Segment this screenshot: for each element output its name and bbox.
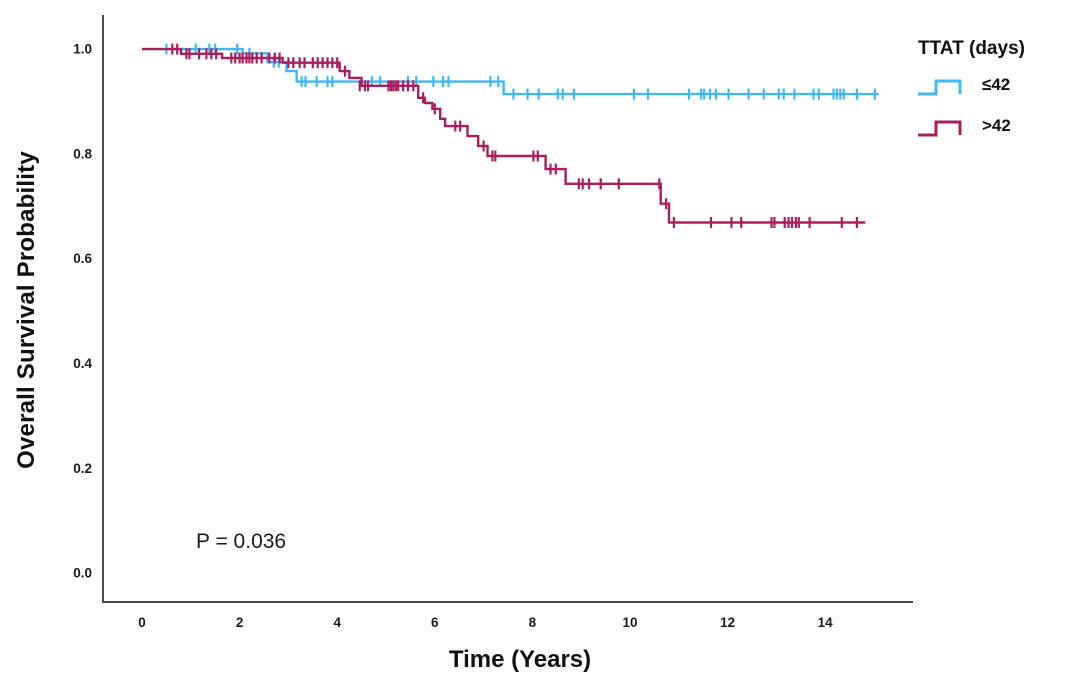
y-tick-label: 0.2 [73, 461, 92, 476]
y-tick-label: 0.0 [73, 566, 92, 581]
p-value-annotation: P = 0.036 [196, 530, 287, 553]
x-tick-label: 10 [622, 615, 637, 630]
survival-curve-gt42 [142, 47, 866, 224]
y-tick-label: 1.0 [73, 42, 92, 57]
x-tick-label: 0 [138, 615, 146, 630]
legend-title: TTAT (days) [918, 38, 1025, 59]
legend: TTAT (days) ≤42 >42 [916, 38, 1025, 154]
x-axis-title: Time (Years) [448, 646, 592, 673]
x-tick-label: 14 [818, 615, 834, 630]
censor-marks-le42 [165, 43, 877, 100]
legend-item-le42: ≤42 [916, 72, 1025, 98]
x-tick-label: 4 [333, 615, 341, 630]
x-tick-label: 8 [529, 615, 537, 630]
y-tick-label: 0.8 [73, 146, 92, 161]
x-tick-label: 2 [236, 615, 244, 630]
y-axis-title: Overall Survival Probability [13, 151, 40, 469]
x-tick-label: 6 [431, 615, 439, 630]
y-tick-label: 0.4 [73, 356, 92, 371]
axis-spines [102, 15, 913, 603]
y-tick-label: 0.6 [73, 251, 92, 266]
censor-marks-gt42 [171, 43, 859, 228]
legend-item-gt42: >42 [916, 113, 1025, 139]
legend-item-label: >42 [982, 116, 1011, 135]
legend-step-icon [918, 79, 962, 96]
legend-item-label: ≤42 [982, 75, 1011, 94]
x-tick-label: 12 [720, 615, 735, 630]
legend-step-icon [918, 120, 962, 137]
